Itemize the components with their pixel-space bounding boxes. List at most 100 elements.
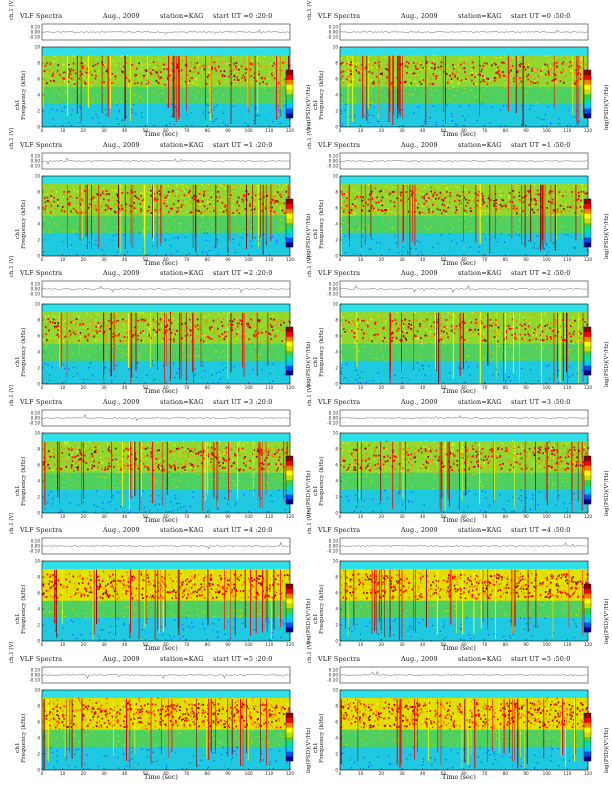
psd-cell	[454, 94, 456, 96]
psd-cell	[457, 64, 459, 66]
psd-cell	[511, 204, 513, 206]
emission-cell	[82, 200, 84, 203]
panel-start-time: start UT =1 :20:0	[213, 140, 273, 149]
psd-cell	[371, 238, 373, 240]
psd-cell	[180, 103, 182, 105]
psd-cell	[201, 216, 203, 218]
emission-cell	[174, 194, 176, 197]
psd-cell	[473, 240, 475, 242]
psd-cell	[460, 202, 462, 204]
psd-cell	[443, 95, 445, 97]
emission-cell	[221, 74, 224, 76]
psd-cell	[500, 233, 502, 235]
psd-cell	[83, 85, 85, 87]
psd-cell	[188, 81, 190, 83]
psd-cell	[158, 209, 160, 211]
psd-cell	[503, 86, 505, 88]
psd-cell	[229, 66, 231, 68]
x-tick-label: 60	[163, 128, 169, 133]
psd-cell	[180, 58, 182, 60]
psd-cell	[219, 122, 221, 124]
emission-cell	[519, 65, 521, 68]
emission-cell	[62, 205, 64, 208]
psd-cell	[454, 197, 456, 199]
channel-waveform	[41, 157, 290, 165]
psd-cell	[562, 241, 564, 243]
psd-cell	[213, 93, 215, 95]
emission-cell	[61, 81, 64, 83]
emission-cell	[249, 68, 252, 71]
psd-cell	[103, 221, 105, 224]
psd-cell	[529, 108, 531, 110]
psd-cell	[479, 98, 481, 100]
psd-cell	[59, 78, 61, 81]
psd-cell	[395, 120, 397, 122]
psd-cell	[112, 196, 114, 199]
emission-cell	[211, 68, 213, 70]
psd-cell	[374, 202, 376, 205]
psd-cell	[427, 228, 429, 230]
psd-cell	[278, 91, 280, 93]
psd-cell	[144, 95, 146, 97]
emission-cell	[417, 206, 419, 209]
psd-cell	[71, 109, 73, 111]
emission-cell	[108, 192, 110, 195]
psd-cell	[351, 228, 353, 231]
psd-cell	[241, 225, 243, 227]
psd-cell	[122, 58, 124, 60]
emission-cell	[250, 75, 253, 77]
psd-cell	[183, 251, 185, 253]
emission-cell	[346, 62, 348, 65]
psd-cell	[149, 248, 151, 250]
psd-cell	[98, 90, 100, 92]
psd-cell	[578, 253, 580, 255]
psd-cell	[275, 121, 277, 123]
psd-cell	[345, 73, 347, 75]
emission-cell	[550, 68, 553, 71]
psd-cell	[386, 93, 388, 95]
psd-cell	[549, 213, 551, 215]
psd-cell	[153, 91, 155, 93]
psd-cell	[380, 230, 382, 232]
emission-cell	[518, 77, 520, 80]
psd-cell	[400, 236, 402, 238]
psd-cell	[97, 222, 99, 224]
emission-cell	[53, 80, 55, 82]
psd-cell	[129, 70, 131, 72]
psd-cell	[470, 89, 472, 91]
y-tick-label: 8	[37, 60, 40, 65]
psd-cell	[203, 111, 205, 113]
emission-cell	[465, 78, 467, 80]
psd-cell	[201, 252, 203, 254]
emission-cell	[125, 77, 128, 79]
emission-cell	[105, 70, 108, 72]
psd-cell	[139, 114, 141, 116]
psd-cell	[451, 81, 453, 83]
psd-cell	[163, 216, 165, 218]
psd-cell	[424, 79, 426, 81]
emission-cell	[495, 208, 498, 210]
emission-cell	[49, 206, 51, 208]
emission-cell	[581, 209, 583, 212]
psd-cell	[252, 112, 254, 114]
psd-cell	[108, 216, 110, 219]
emission-cell	[575, 80, 578, 83]
emission-cell	[273, 210, 276, 213]
emission-cell	[547, 71, 550, 74]
psd-cell	[444, 117, 446, 119]
psd-cell	[224, 252, 226, 254]
psd-cell	[56, 223, 58, 226]
emission-cell	[155, 70, 157, 73]
psd-cell	[438, 246, 440, 248]
emission-cell	[246, 68, 248, 71]
psd-cell	[91, 85, 93, 87]
psd-cell	[409, 58, 411, 60]
emission-cell	[144, 69, 147, 72]
psd-cell	[78, 91, 80, 93]
psd-cell	[528, 104, 530, 106]
psd-cell	[281, 57, 283, 60]
psd-cell	[72, 104, 74, 106]
psd-cell	[387, 196, 389, 198]
psd-cell	[206, 224, 208, 227]
psd-cell	[512, 74, 514, 76]
